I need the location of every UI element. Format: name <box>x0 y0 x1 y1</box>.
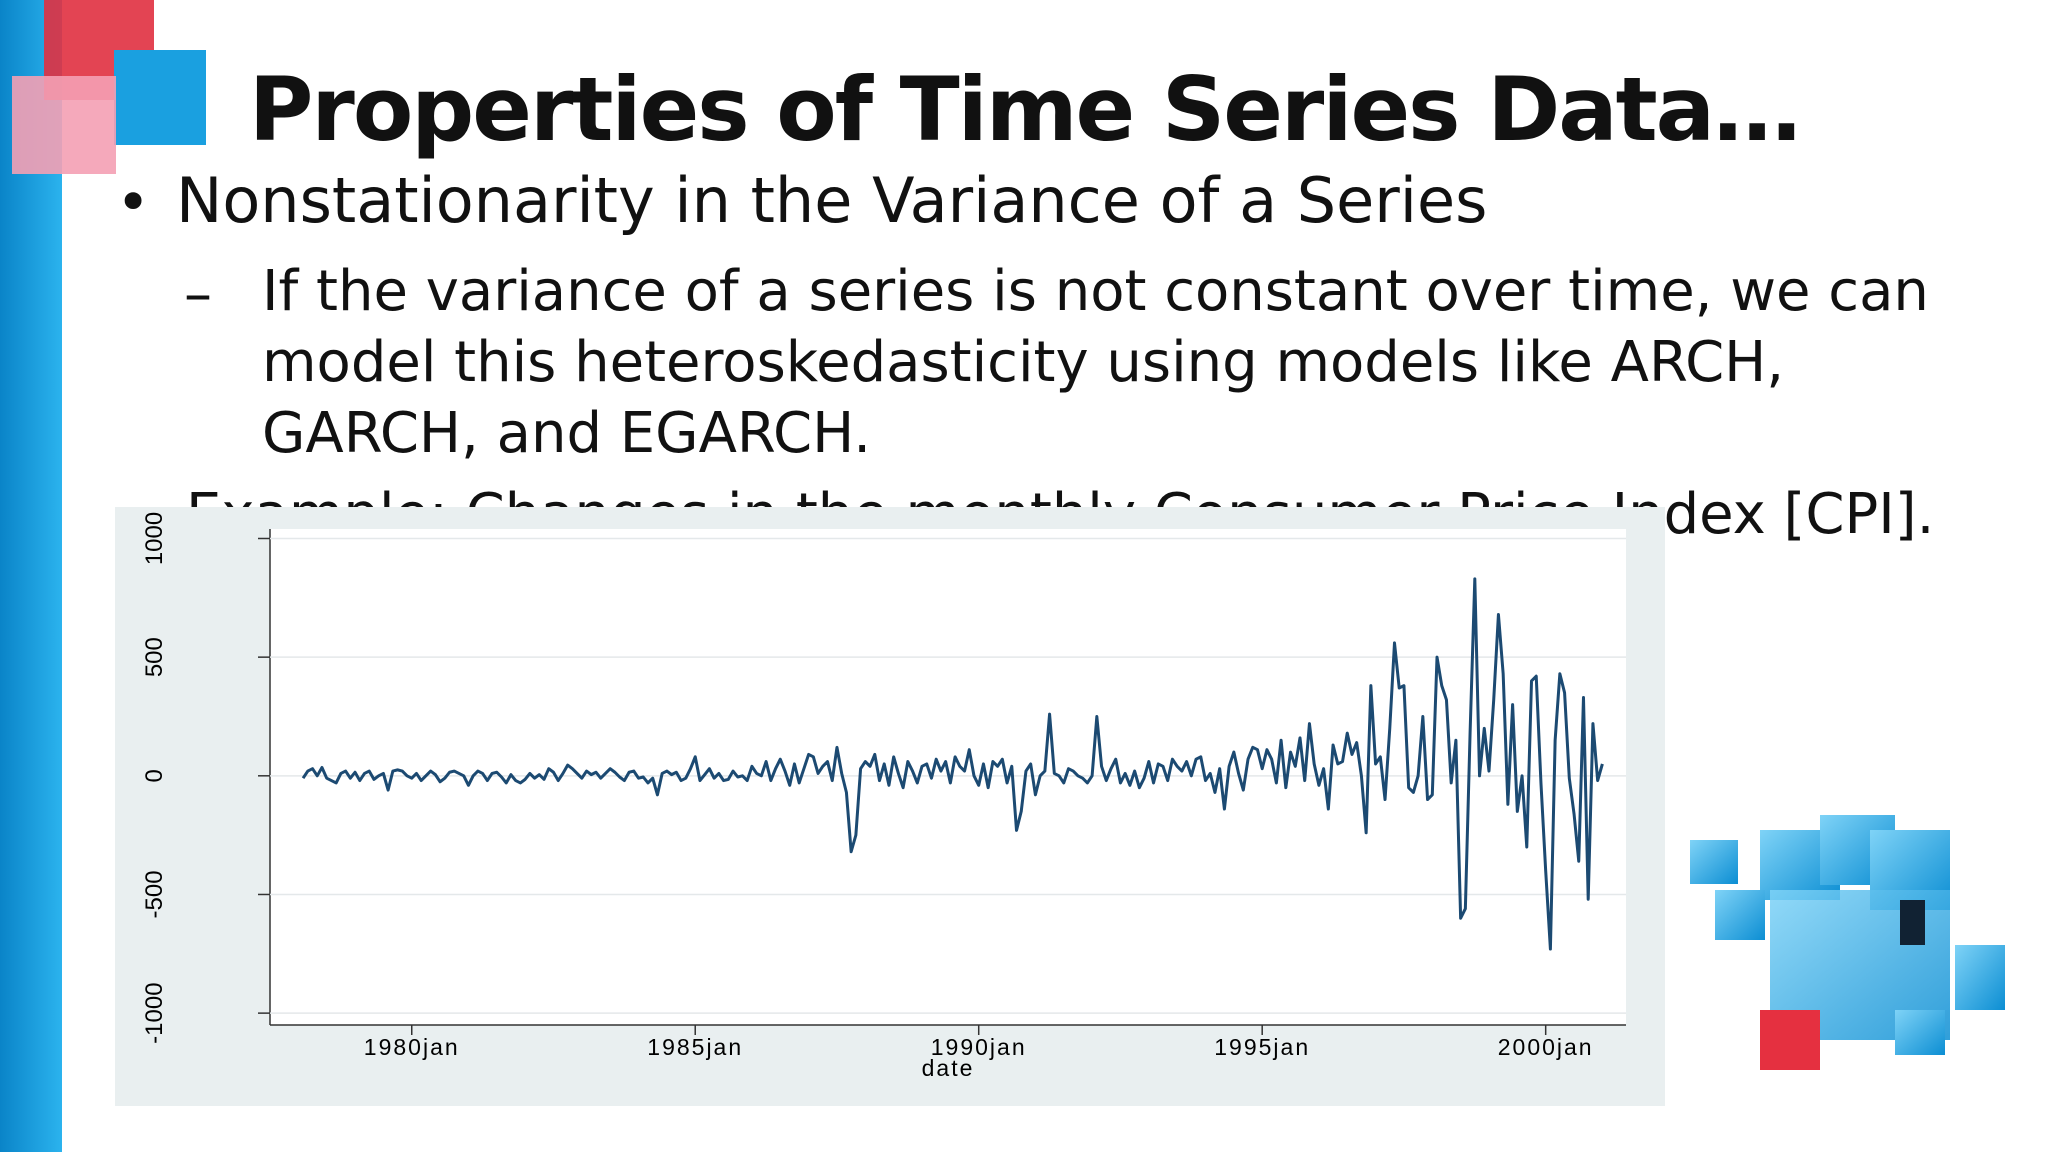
y-tick-label: 500 <box>141 637 168 677</box>
slide-title: Properties of Time Series Data… <box>248 58 1801 161</box>
x-axis-label: date <box>922 1055 975 1081</box>
x-tick-label: 1990jan <box>931 1034 1027 1060</box>
sub-bullet-text: If the variance of a series is not const… <box>262 259 1929 466</box>
y-tick-label: 0 <box>141 769 168 782</box>
data-line <box>301 577 1604 951</box>
x-tick-label: 1985jan <box>647 1034 743 1060</box>
bullet-marker: • <box>116 168 151 236</box>
bullet-marker: – <box>184 262 212 327</box>
cube-graphic <box>1690 815 2005 1070</box>
y-tick-label: 1000 <box>141 512 168 565</box>
x-tick-label: 2000jan <box>1498 1034 1594 1060</box>
bullet-text: Nonstationarity in the Variance of a Ser… <box>176 164 1488 237</box>
x-tick-label: 1995jan <box>1214 1034 1310 1060</box>
y-tick-label: -500 <box>141 870 168 918</box>
y-tick-label: -1000 <box>141 982 168 1043</box>
x-tick-label: 1980jan <box>364 1034 460 1060</box>
